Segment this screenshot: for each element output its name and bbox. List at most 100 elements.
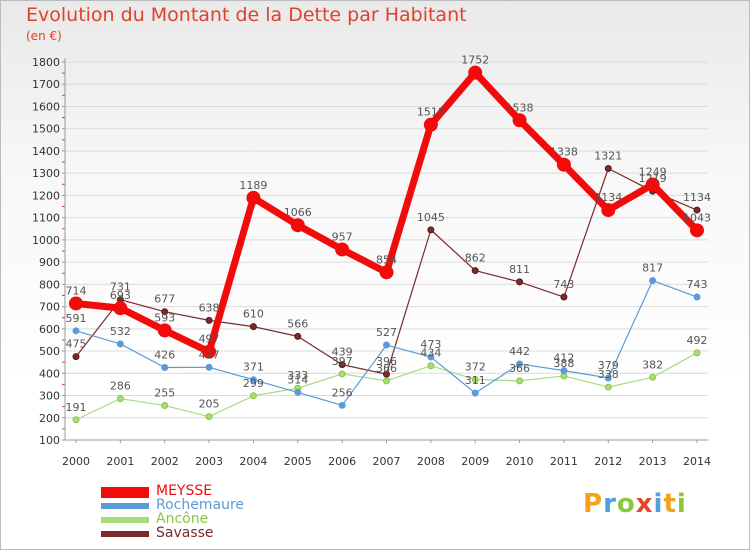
data-label-meysse: 1249 [639,166,667,179]
x-tick-label: 2012 [594,455,622,468]
data-label-ancone: 299 [243,377,264,390]
data-label-rochemaure: 256 [332,386,353,399]
data-point-rochemaure [604,374,612,382]
legend-item-rochemaure: Rochemaure [101,497,321,513]
data-label-savasse: 1134 [683,191,711,204]
data-point-meysse [379,265,394,280]
data-label-ancone: 333 [287,369,308,382]
data-point-rochemaure [116,340,124,348]
x-tick-label: 2008 [417,455,445,468]
data-label-savasse: 1219 [639,172,667,185]
data-label-ancone: 191 [66,401,87,414]
data-point-ancone [205,413,213,421]
legend-swatch-rochemaure [101,503,149,509]
data-point-meysse [645,177,660,192]
x-tick-label: 2006 [328,455,356,468]
data-label-savasse: 396 [376,355,397,368]
data-label-meysse: 1338 [550,146,578,159]
y-tick-label: 1300 [32,167,60,180]
data-label-meysse: 1538 [506,101,534,114]
brand-letter: o [616,489,636,519]
data-point-meysse [601,203,616,218]
data-label-rochemaure: 311 [465,374,486,387]
data-label-meysse: 693 [110,289,131,302]
x-tick-label: 2004 [239,455,267,468]
x-tick-label: 2010 [506,455,534,468]
data-point-rochemaure [649,277,657,285]
x-tick-label: 2002 [151,455,179,468]
y-tick-label: 1600 [32,100,60,113]
y-tick-label: 1500 [32,123,60,136]
data-label-rochemaure: 426 [154,349,175,362]
data-label-savasse: 743 [553,278,574,291]
data-point-meysse [157,323,172,338]
data-label-savasse: 610 [243,308,264,321]
y-tick-label: 500 [39,345,60,358]
data-point-rochemaure [427,353,435,361]
data-label-ancone: 492 [687,334,708,347]
y-tick-label: 1800 [32,56,60,69]
data-label-rochemaure: 371 [243,361,264,374]
x-tick-label: 2000 [62,455,90,468]
data-point-savasse [427,226,435,234]
brand-letter: r [603,489,617,519]
data-label-ancone: 372 [465,361,486,374]
data-label-savasse: 677 [154,293,175,306]
brand-logo: Proxiti [583,489,687,519]
x-tick-label: 2013 [639,455,667,468]
y-tick-label: 300 [39,390,60,403]
data-point-ancone [604,383,612,391]
legend-swatch-savasse [101,531,149,537]
legend-item-savasse: Savasse [101,525,321,541]
data-label-ancone: 388 [553,357,574,370]
data-point-savasse [205,316,213,324]
x-tick-label: 2005 [284,455,312,468]
data-point-savasse [294,332,302,340]
x-tick-label: 2011 [550,455,578,468]
data-point-rochemaure [383,341,390,349]
legend-label-savasse: Savasse [156,525,214,541]
data-label-meysse: 714 [66,284,87,297]
brand-letter: i [676,489,687,519]
data-label-ancone: 366 [509,362,530,375]
data-label-ancone: 382 [642,358,663,371]
chart-unit-label: (en €) [26,29,62,43]
data-label-ancone: 286 [110,380,131,393]
chart-legend: MEYSSE Rochemaure Ancône Savasse [101,483,321,541]
brand-letter: t [663,489,677,519]
legend-swatch-meysse [101,486,149,498]
x-tick-label: 2003 [195,455,223,468]
data-label-rochemaure: 591 [66,312,87,325]
y-tick-label: 1700 [32,78,60,91]
data-point-meysse [556,157,571,172]
data-point-savasse [249,323,257,331]
data-label-ancone: 338 [598,368,619,381]
data-point-rochemaure [560,367,568,375]
data-point-meysse [335,242,350,257]
legend-item-ancone: Ancône [101,511,321,527]
y-tick-label: 200 [39,412,60,425]
data-point-ancone [516,377,524,385]
data-point-savasse [516,278,524,286]
data-label-savasse: 439 [332,346,353,359]
y-tick-label: 1000 [32,234,60,247]
y-tick-label: 400 [39,367,60,380]
brand-letter: i [653,489,664,519]
legend-label-meysse: MEYSSE [156,483,213,499]
y-tick-label: 1200 [32,189,60,202]
data-point-meysse [202,344,217,359]
data-label-meysse: 854 [376,253,397,266]
data-point-savasse [471,267,479,275]
data-label-rochemaure: 379 [598,359,619,372]
x-tick-label: 2001 [106,455,134,468]
data-point-ancone [249,392,257,400]
data-point-meysse [423,117,438,132]
data-point-rochemaure [516,360,524,368]
data-point-savasse [72,353,80,361]
data-point-meysse [690,223,704,238]
data-point-rochemaure [471,389,479,397]
data-point-savasse [161,308,169,316]
data-point-meysse [113,301,128,316]
data-point-savasse [383,370,390,378]
